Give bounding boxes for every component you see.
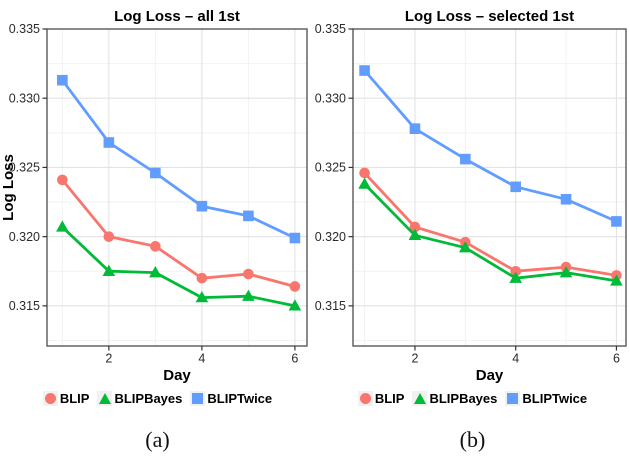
- triangle-marker: [610, 274, 623, 286]
- triangle-marker: [102, 264, 116, 276]
- x-tick-label: 4: [512, 352, 519, 366]
- x-tick-label: 4: [198, 352, 205, 366]
- y-tick-label: 0.325: [315, 161, 346, 175]
- x-tick-label: 2: [411, 352, 418, 366]
- y-tick-label: 0.330: [315, 91, 346, 105]
- legend-item-blipbayes: BLIPBayes: [97, 390, 183, 406]
- legend-key: [97, 390, 113, 406]
- x-tick-label: 6: [291, 352, 298, 366]
- chart-caption-a: (a): [145, 427, 170, 452]
- series-line-bliptwice: [60, 78, 297, 240]
- y-tick-label: 0.330: [9, 91, 40, 105]
- y-tick-label: 0.325: [9, 161, 40, 175]
- square-marker: [289, 232, 301, 244]
- series-line-blipbayes: [363, 182, 618, 283]
- square-marker: [560, 193, 572, 205]
- series-line-bliptwice: [363, 69, 618, 223]
- triangle-marker: [358, 177, 371, 189]
- legend-key: [42, 390, 58, 406]
- square-marker: [150, 167, 161, 179]
- y-tick-label: 0.335: [315, 22, 346, 36]
- y-tick-label: 0.320: [315, 230, 346, 244]
- triangle-marker: [559, 266, 573, 278]
- legend-item-blip: BLIP: [357, 390, 405, 406]
- legend-label: BLIP: [374, 390, 405, 406]
- legend-label: BLIPTwice: [207, 390, 273, 406]
- legend-label: BLIPBayes: [114, 390, 183, 406]
- square-marker: [611, 216, 622, 227]
- triangle-marker: [288, 299, 302, 311]
- triangle-marker: [242, 289, 255, 301]
- triangle-marker: [149, 266, 162, 278]
- circle-marker: [150, 241, 161, 252]
- square-marker: [409, 123, 421, 134]
- chart-title: Log Loss – all 1st: [114, 8, 240, 25]
- legend-key: [357, 390, 373, 406]
- square-marker: [196, 200, 208, 212]
- legend-item-blipbayes: BLIPBayes: [412, 390, 498, 406]
- triangle-marker-icon: [413, 392, 426, 404]
- circle-marker: [103, 231, 115, 242]
- y-tick-label: 0.315: [315, 299, 346, 313]
- square-marker-icon: [192, 392, 204, 404]
- y-tick-label: 0.320: [9, 230, 40, 244]
- y-axis-title: Log Loss: [0, 154, 17, 221]
- legend-item-bliptwice: BLIPTwice: [190, 390, 273, 406]
- legend-item-bliptwice: BLIPTwice: [505, 390, 588, 406]
- triangle-marker-icon: [98, 392, 111, 404]
- series-line-blip: [60, 178, 297, 288]
- circle-marker: [510, 265, 521, 277]
- line-chart-a: 0.315 0.320 0.325 0.330 0.335 2 4 6 Log Loss – a…: [0, 8, 308, 384]
- legend-item-blip: BLIP: [42, 390, 90, 406]
- triangle-marker: [509, 271, 522, 283]
- legend-key: [505, 390, 521, 406]
- triangle-marker: [195, 290, 209, 303]
- legend-label: BLIPBayes: [429, 390, 498, 406]
- circle-marker: [57, 174, 68, 186]
- circle-marker: [409, 221, 421, 233]
- circle-marker: [196, 272, 208, 284]
- y-tick-label: 0.335: [9, 22, 40, 36]
- triangle-marker: [56, 220, 69, 232]
- series-line-blip: [363, 171, 618, 277]
- square-marker: [359, 65, 370, 76]
- x-tick-label: 6: [613, 352, 620, 366]
- chart-legend: BLIP BLIPBayes BLIPTwice: [357, 389, 588, 407]
- square-marker: [460, 153, 471, 165]
- square-marker-icon: [507, 392, 519, 404]
- circle-marker: [359, 167, 370, 179]
- x-axis-title: Day: [476, 367, 504, 384]
- triangle-marker: [459, 241, 472, 253]
- series-line-blipbayes: [60, 225, 297, 308]
- square-marker: [243, 210, 254, 222]
- circle-marker-icon: [359, 392, 371, 404]
- legend-key: [190, 390, 206, 406]
- chart-column: 0.315 0.320 0.325 0.330 0.335 2 4 6 Log Loss – a…: [0, 2, 315, 453]
- legend-label: BLIPTwice: [522, 390, 588, 406]
- x-axis-title: Day: [163, 367, 191, 384]
- legend-label: BLIP: [59, 390, 90, 406]
- chart-caption-b: (b): [459, 427, 486, 452]
- chart-column: 0.315 0.320 0.325 0.330 0.335 2 4 6 Log Loss – s…: [315, 2, 630, 453]
- legend-key: [412, 390, 428, 406]
- square-marker: [103, 137, 115, 148]
- chart-title: Log Loss – selected 1st: [405, 8, 574, 25]
- triangle-marker: [408, 228, 422, 240]
- y-tick-label: 0.315: [9, 299, 40, 313]
- square-marker: [510, 181, 521, 193]
- square-marker: [57, 74, 68, 86]
- line-chart-b: 0.315 0.320 0.325 0.330 0.335 2 4 6 Log Loss – s…: [315, 8, 627, 384]
- circle-marker: [243, 268, 254, 280]
- circle-marker-icon: [44, 392, 56, 404]
- circle-marker: [289, 281, 301, 292]
- x-tick-label: 2: [105, 352, 112, 366]
- chart-legend: BLIP BLIPBayes BLIPTwice: [42, 389, 273, 407]
